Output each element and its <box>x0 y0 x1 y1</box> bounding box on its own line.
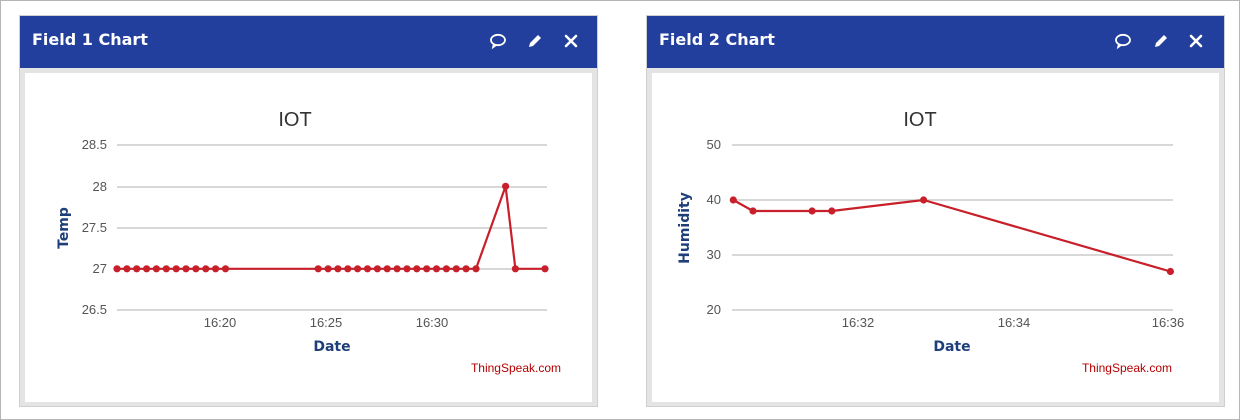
data-point[interactable] <box>363 265 372 273</box>
data-point[interactable] <box>403 265 411 273</box>
chart-area: IOT 50 40 30 20 16:32 16:34 16:36 <box>652 73 1219 402</box>
widget-header: Field 1 Chart <box>20 16 597 68</box>
widget-header: Field 2 Chart <box>647 16 1224 68</box>
data-point[interactable] <box>133 265 141 273</box>
temp-series <box>113 182 549 273</box>
data-point[interactable] <box>920 196 928 204</box>
x-tick-labels: 16:20 16:25 16:30 <box>204 315 449 330</box>
data-point[interactable] <box>192 265 200 273</box>
data-point[interactable] <box>1166 267 1174 276</box>
y-tick-label: 27.5 <box>82 220 107 235</box>
data-point[interactable] <box>413 265 421 273</box>
data-point[interactable] <box>432 265 441 273</box>
data-point[interactable] <box>502 182 510 190</box>
y-tick-label: 30 <box>707 247 721 262</box>
data-point[interactable] <box>541 265 549 273</box>
chart-svg: IOT 50 40 30 20 16:32 16:34 16:36 <box>677 109 1185 375</box>
data-point[interactable] <box>729 196 737 204</box>
chart-svg: IOT 28.5 28 27.5 27 26.5 16:20 <box>56 109 561 375</box>
data-point[interactable] <box>354 265 362 273</box>
data-point[interactable] <box>828 207 836 215</box>
y-tick-label: 50 <box>707 137 721 152</box>
widget-title: Field 2 Chart <box>659 30 775 49</box>
chart-title: IOT <box>903 109 936 131</box>
data-point[interactable] <box>143 265 151 273</box>
y-tick-labels: 50 40 30 20 <box>707 137 721 317</box>
y-grid <box>117 144 547 311</box>
y-tick-labels: 28.5 28 27.5 27 26.5 <box>82 137 107 317</box>
data-point[interactable] <box>182 265 190 273</box>
data-point[interactable] <box>212 265 220 273</box>
data-point[interactable] <box>123 265 131 273</box>
close-icon[interactable] <box>1186 31 1206 51</box>
data-point[interactable] <box>172 265 180 273</box>
data-point[interactable] <box>393 265 401 273</box>
y-tick-label: 27 <box>93 261 107 276</box>
data-point[interactable] <box>808 207 816 215</box>
pencil-icon[interactable] <box>1151 31 1171 51</box>
pencil-icon[interactable] <box>525 31 545 51</box>
comment-icon[interactable] <box>1113 31 1133 51</box>
data-point[interactable] <box>162 265 170 273</box>
field-2-chart-widget: Field 2 Chart IOT 50 <box>646 15 1225 407</box>
x-axis-title: Date <box>933 339 970 355</box>
data-point[interactable] <box>152 265 160 273</box>
data-point[interactable] <box>472 265 480 273</box>
data-point[interactable] <box>113 265 121 273</box>
y-axis-title: Humidity <box>677 192 693 264</box>
data-point[interactable] <box>423 265 431 273</box>
comment-icon[interactable] <box>488 31 508 51</box>
humidity-series <box>729 196 1174 276</box>
data-point[interactable] <box>462 265 470 273</box>
thingspeak-credit[interactable]: ThingSpeak.com <box>1082 361 1172 375</box>
y-tick-label: 40 <box>707 192 721 207</box>
data-point[interactable] <box>511 265 519 273</box>
data-point[interactable] <box>749 207 757 215</box>
data-point[interactable] <box>221 265 230 273</box>
chart-area: IOT 28.5 28 27.5 27 26.5 16:20 <box>25 73 592 402</box>
data-point[interactable] <box>202 265 210 273</box>
data-point[interactable] <box>324 265 332 273</box>
data-point[interactable] <box>452 265 460 273</box>
y-axis-title: Temp <box>56 207 72 249</box>
widget-title: Field 1 Chart <box>32 30 148 49</box>
x-tick-label: 16:20 <box>204 315 237 330</box>
x-tick-label: 16:25 <box>310 315 343 330</box>
y-tick-label: 26.5 <box>82 302 107 317</box>
data-point[interactable] <box>314 265 322 273</box>
x-axis-title: Date <box>313 339 350 355</box>
x-tick-label: 16:34 <box>998 315 1031 330</box>
y-tick-label: 28.5 <box>82 137 107 152</box>
x-tick-label: 16:30 <box>416 315 449 330</box>
x-tick-label: 16:36 <box>1152 315 1185 330</box>
x-tick-label: 16:32 <box>842 315 875 330</box>
data-point[interactable] <box>383 265 391 273</box>
data-point[interactable] <box>442 265 450 273</box>
close-icon[interactable] <box>561 31 581 51</box>
thingspeak-credit[interactable]: ThingSpeak.com <box>471 361 561 375</box>
series-line <box>732 198 1171 273</box>
data-point[interactable] <box>373 265 381 273</box>
data-point[interactable] <box>334 265 342 273</box>
x-tick-labels: 16:32 16:34 16:36 <box>842 315 1185 330</box>
field-1-chart-widget: Field 1 Chart IOT <box>19 15 598 407</box>
y-tick-label: 20 <box>707 302 721 317</box>
y-grid <box>732 144 1173 311</box>
y-tick-label: 28 <box>93 179 107 194</box>
chart-title: IOT <box>278 109 311 131</box>
data-point[interactable] <box>344 265 352 273</box>
